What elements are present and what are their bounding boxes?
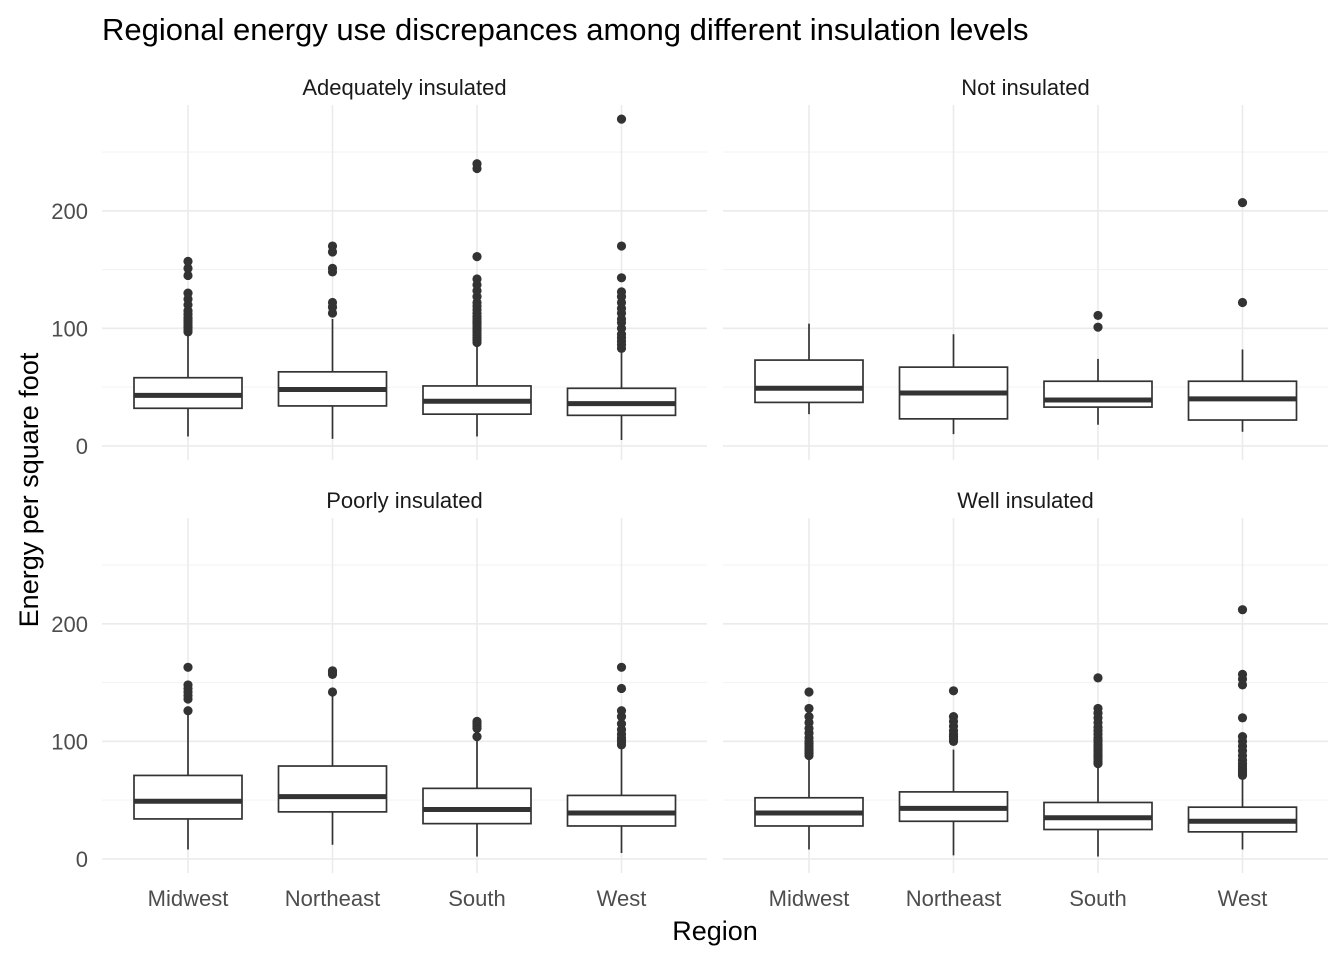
panel-well-insulated: Well insulated — [723, 488, 1328, 873]
box-south — [422, 716, 532, 857]
outlier-point — [472, 274, 482, 284]
outlier-point — [1237, 197, 1248, 208]
outlier-point — [1093, 310, 1103, 321]
x-tick-label: Northeast — [285, 886, 380, 911]
outlier-point — [472, 716, 482, 726]
iqr-box — [1043, 380, 1153, 408]
outlier-point — [1237, 605, 1248, 615]
outlier-point — [183, 662, 193, 672]
outlier-point — [183, 270, 193, 281]
iqr-box — [422, 787, 532, 825]
outlier-point — [616, 662, 627, 672]
box-west — [1187, 197, 1298, 432]
box-west — [566, 114, 677, 441]
x-tick-label: Northeast — [906, 886, 1001, 911]
panel-adequately-insulated: Adequately insulated 0 100 200 — [51, 75, 707, 460]
x-tick-label: Midwest — [769, 886, 850, 911]
panel-not-insulated: Not insulated — [723, 75, 1328, 460]
box-south — [1043, 673, 1153, 857]
outlier-point — [327, 297, 338, 308]
facet-label: Poorly insulated — [326, 488, 483, 513]
outlier-point — [327, 687, 338, 697]
y-axis-title: Energy per square foot — [14, 352, 44, 627]
x-axis-title: Region — [672, 916, 758, 946]
outlier-point — [327, 263, 338, 273]
outlier-point — [804, 687, 814, 697]
outlier-point — [1237, 297, 1248, 308]
chart-title: Regional energy use discrepances among d… — [102, 12, 1029, 47]
box-midwest — [133, 256, 243, 437]
outlier-point — [804, 703, 814, 714]
outlier-point — [1093, 703, 1103, 714]
outlier-point — [616, 706, 627, 716]
panel-poorly-insulated: Poorly insulated 0 100 200 — [51, 488, 707, 873]
y-tick-label: 200 — [51, 612, 88, 637]
outlier-point — [183, 706, 193, 716]
x-tick-label: West — [597, 886, 647, 911]
outlier-point — [327, 241, 338, 251]
y-tick-label: 100 — [51, 316, 88, 341]
outlier-point — [183, 263, 193, 273]
y-tick-label: 0 — [76, 847, 88, 872]
box-south — [1043, 310, 1153, 425]
box-northeast — [898, 686, 1009, 856]
iqr-box — [754, 359, 864, 404]
outlier-point — [183, 256, 193, 266]
outlier-point — [1237, 732, 1248, 742]
outlier-point — [183, 288, 193, 298]
facet-label: Well insulated — [957, 488, 1094, 513]
outlier-point — [327, 666, 338, 676]
outlier-point — [1237, 713, 1248, 723]
box-west — [1187, 605, 1298, 850]
box-midwest — [754, 687, 864, 850]
x-tick-label: West — [1218, 886, 1268, 911]
box-northeast — [277, 666, 388, 845]
outlier-point — [616, 273, 627, 283]
outlier-point — [616, 719, 627, 729]
outlier-point — [616, 683, 627, 694]
box-midwest — [133, 662, 243, 850]
box-west — [566, 662, 677, 854]
y-tick-label: 200 — [51, 199, 88, 224]
box-northeast — [277, 241, 388, 439]
iqr-box — [133, 774, 243, 820]
y-tick-label: 100 — [51, 729, 88, 754]
facet-label: Adequately insulated — [302, 75, 506, 100]
y-tick-label: 0 — [76, 434, 88, 459]
outlier-point — [948, 712, 959, 722]
box-south — [422, 159, 532, 437]
outlier-point — [472, 252, 482, 262]
x-tick-label: Midwest — [148, 886, 229, 911]
facet-panels: Adequately insulated 0 100 200 Not insulated… — [51, 75, 1328, 911]
outlier-point — [948, 686, 959, 696]
outlier-point — [1093, 673, 1103, 683]
outlier-point — [616, 241, 627, 251]
x-tick-label: South — [1069, 886, 1127, 911]
outlier-point — [1093, 322, 1103, 332]
outlier-point — [472, 159, 482, 169]
iqr-box — [277, 765, 388, 813]
outlier-point — [183, 680, 193, 690]
outlier-point — [616, 114, 627, 124]
box-midwest — [754, 323, 864, 415]
facet-label: Not insulated — [961, 75, 1089, 100]
box-northeast — [898, 334, 1009, 435]
outlier-point — [616, 287, 627, 297]
x-tick-label: South — [448, 886, 506, 911]
outlier-point — [804, 712, 814, 722]
outlier-point — [472, 732, 482, 742]
outlier-point — [1237, 669, 1248, 679]
